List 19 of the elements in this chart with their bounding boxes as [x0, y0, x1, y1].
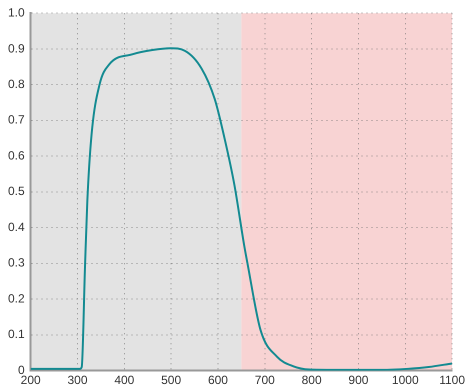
y-tick-label: 0.4 [8, 220, 25, 234]
x-tick-label: 800 [302, 373, 322, 388]
x-tick-label: 700 [254, 373, 276, 388]
x-tick-label: 1000 [392, 373, 419, 388]
x-tick-label: 300 [67, 373, 88, 388]
y-tick-label: 0.5 [8, 184, 25, 198]
x-tick-label: 500 [161, 373, 182, 388]
x-tick-label: 400 [114, 373, 135, 388]
y-tick-label: 0.8 [8, 76, 25, 91]
y-tick-label: 0.7 [8, 112, 25, 127]
y-tick-label: 0.3 [8, 256, 25, 270]
y-tick-label: 1.0 [8, 6, 25, 20]
y-tick-label: 0.2 [8, 291, 25, 306]
x-tick-label: 900 [348, 373, 369, 388]
x-tick-label: 600 [208, 373, 228, 388]
y-tick-label: 0.6 [8, 148, 25, 162]
x-tick-label: 1100 [439, 373, 466, 388]
y-tick-label: 0.9 [8, 41, 25, 56]
y-tick-label: 0.1 [8, 327, 25, 342]
